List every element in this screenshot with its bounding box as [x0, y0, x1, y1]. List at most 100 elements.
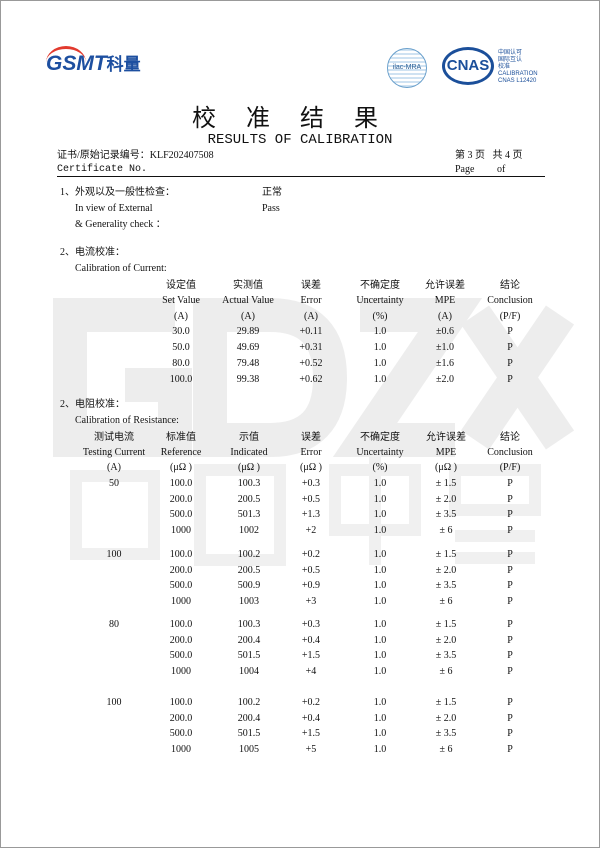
table-cell: 1.0 — [373, 509, 387, 521]
cnas-line: CNAS L12420 — [498, 78, 537, 84]
column-header-en: Uncertainty — [356, 447, 404, 458]
table-cell: P — [507, 493, 513, 505]
table-cell: 1.0 — [373, 728, 387, 740]
column-header-en: MPE — [435, 447, 457, 458]
column-header-en: Error — [300, 295, 322, 306]
table-cell: ±2.0 — [436, 374, 454, 385]
table-cell: P — [507, 509, 513, 521]
ilac-mra-logo: ilac-MRA — [387, 48, 427, 88]
section1-title-en-1: In view of External — [75, 203, 153, 214]
table-cell: 99.38 — [236, 374, 260, 385]
table-cell: ± 2.0 — [435, 634, 457, 646]
table-cell: ± 2.0 — [435, 712, 457, 724]
column-unit: (μΩ ) — [435, 462, 457, 473]
column-unit: (A) — [107, 462, 121, 473]
testing-current: 100 — [106, 549, 122, 560]
table-cell: ± 1.5 — [435, 478, 457, 489]
title-en: RESULTS OF CALIBRATION — [207, 132, 393, 148]
table-cell: 100.2 — [237, 549, 261, 560]
table-cell: 80.0 — [172, 358, 190, 369]
table-cell: P — [507, 478, 513, 489]
page-number-en: Page of — [455, 164, 506, 175]
table-cell: 100.0 — [169, 697, 193, 708]
table-cell: 501.5 — [237, 728, 261, 740]
column-header-en: Error — [300, 447, 322, 458]
testing-current: 100 — [106, 697, 122, 708]
table-cell: 1.0 — [373, 326, 387, 337]
table-cell: +1.5 — [301, 650, 321, 662]
table-cell: 500.0 — [169, 728, 193, 740]
table-cell: +0.5 — [301, 564, 321, 576]
table-cell: +3 — [305, 595, 317, 607]
table-cell: 200.4 — [237, 712, 261, 724]
testing-current: 80 — [109, 619, 119, 630]
column-unit: (A) — [438, 311, 452, 322]
section2-title-cn: 2、电流校准： — [60, 247, 125, 258]
table-cell: +0.11 — [299, 326, 323, 337]
table-cell: 1.0 — [373, 549, 387, 560]
certificate-number: 证书/原始记录编号：KLF202407508 — [57, 150, 214, 161]
table-cell: 1.0 — [373, 478, 387, 489]
table-cell: P — [507, 524, 513, 536]
table-cell: 79.48 — [236, 358, 260, 369]
column-header-cn: 示值 — [239, 432, 259, 443]
table-cell: 501.5 — [237, 650, 261, 662]
table-cell: 1.0 — [373, 595, 387, 607]
table-cell: 1.0 — [373, 650, 387, 662]
title-cn: 校准结果 — [192, 104, 408, 132]
section1-title-en-2: & Generality check ： — [75, 219, 166, 230]
table-cell: +4 — [305, 665, 317, 677]
table-cell: ±0.6 — [436, 326, 454, 337]
table-cell: P — [507, 549, 513, 560]
table-cell: +0.4 — [301, 634, 321, 646]
section1-result-cn: 正常 — [262, 187, 282, 198]
table-cell: 200.0 — [169, 493, 193, 505]
table-cell: 500.0 — [169, 580, 193, 592]
table-cell: ±1.0 — [436, 342, 454, 353]
column-header-cn: 结论 — [500, 280, 520, 291]
table-cell: +0.3 — [301, 478, 321, 489]
table-cell: P — [507, 580, 513, 592]
column-unit: (%) — [372, 311, 388, 322]
column-unit: (μΩ ) — [300, 462, 322, 473]
column-header-en: MPE — [434, 295, 456, 306]
column-unit: (A) — [241, 311, 255, 322]
table-cell: P — [507, 634, 513, 646]
table-cell: 1.0 — [373, 634, 387, 646]
table-cell: +0.5 — [301, 493, 321, 505]
table-cell: P — [507, 342, 513, 353]
table-cell: 200.5 — [237, 493, 261, 505]
gsmt-logo: GSMT科量 — [46, 46, 141, 77]
column-header-en: Conclusion — [487, 447, 533, 458]
table-cell: P — [507, 712, 513, 724]
table-cell: 100.2 — [237, 697, 261, 708]
table-cell: 29.89 — [236, 326, 260, 337]
table-cell: 100.0 — [169, 478, 193, 489]
table-cell: ± 3.5 — [435, 728, 457, 740]
table-cell: 200.0 — [169, 564, 193, 576]
column-header-en: Reference — [160, 447, 202, 458]
table-cell: +5 — [305, 743, 317, 755]
table-cell: P — [507, 595, 513, 607]
table-cell: 1.0 — [373, 580, 387, 592]
column-header-en: Uncertainty — [356, 295, 404, 306]
column-header-en: Testing Current — [82, 447, 146, 458]
column-header-en: Actual Value — [222, 295, 274, 306]
table-cell: 100.3 — [237, 619, 261, 630]
table-cell: ± 1.5 — [435, 619, 457, 630]
table-cell: 200.4 — [237, 634, 261, 646]
column-header-cn: 误差 — [301, 280, 321, 291]
cnas-line: CALIBRATION — [498, 71, 538, 77]
table-cell: 500.0 — [169, 509, 193, 521]
table-cell: P — [507, 665, 513, 677]
table-cell: 100.3 — [237, 478, 261, 489]
column-header-en: Set Value — [162, 295, 200, 306]
table-cell: 1.0 — [373, 342, 387, 353]
column-unit: (A) — [174, 311, 188, 322]
table-cell: P — [507, 728, 513, 740]
table-cell: P — [507, 374, 513, 385]
testing-current: 50 — [109, 478, 119, 489]
section2-title-en: Calibration of Current: — [75, 263, 167, 274]
column-header-cn: 标准值 — [166, 432, 196, 443]
table-cell: 100.0 — [169, 549, 193, 560]
